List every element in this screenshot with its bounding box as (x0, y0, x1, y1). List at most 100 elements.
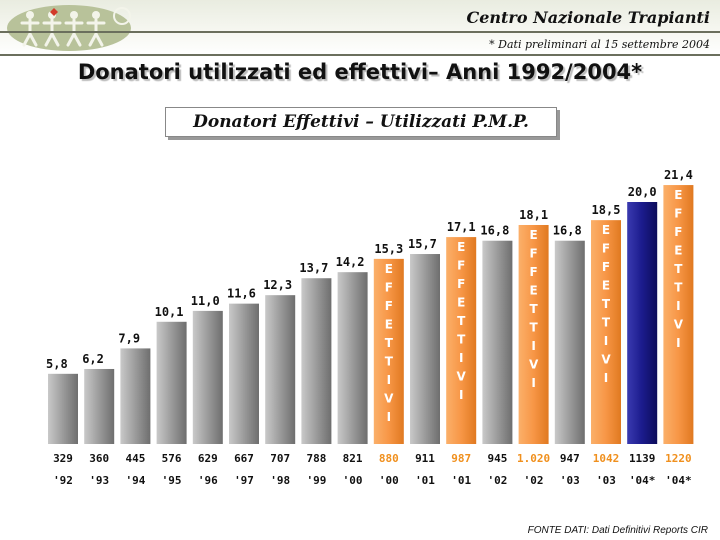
year-label: '95 (162, 474, 182, 487)
bar-02-12 (482, 240, 513, 444)
bar-inner-letter: V (384, 391, 394, 405)
year-label: '01 (415, 474, 435, 487)
bar-inner-letter: I (459, 351, 463, 365)
bar-inner-letter: I (604, 334, 608, 348)
header-rule-upper (0, 31, 720, 33)
year-label: '01 (451, 474, 471, 487)
year-label: '97 (234, 474, 254, 487)
value-label: 20,0 (628, 185, 657, 199)
year-label: '93 (89, 474, 109, 487)
header-subtitle: * Dati preliminari al 15 settembre 2004 (489, 38, 710, 51)
count-label: 788 (306, 452, 326, 465)
header-title: Centro Nazionale Trapianti (466, 8, 710, 27)
bar-96-4 (192, 310, 223, 444)
count-label: 707 (270, 452, 290, 465)
bar-inner-letter: F (457, 277, 465, 291)
bar-01-11 (446, 237, 477, 444)
value-label: 11,6 (227, 287, 256, 301)
source-footer: FONTE DATI: Dati Definitivi Reports CIR (527, 525, 708, 536)
bar-inner-letter: V (674, 318, 684, 332)
year-label: '94 (125, 474, 145, 487)
year-label: '04* (629, 474, 656, 487)
page-title: Donatori utilizzati ed effettivi– Anni 1… (77, 60, 643, 84)
count-label: 445 (125, 452, 145, 465)
bar-92-0 (48, 373, 78, 444)
bar-chart: 5,8 329 '92 6,2 360 '93 7,9 445 '94 10,1 576 '95 11,… (46, 168, 694, 487)
bar-inner-letter: E (674, 244, 682, 258)
count-label: 987 (451, 452, 471, 465)
bar-inner-letter: I (387, 373, 391, 387)
bar-03-15 (591, 220, 621, 444)
value-label: 17,1 (447, 220, 476, 234)
year-label: '00 (379, 474, 399, 487)
bar-inner-letter: E (457, 296, 465, 310)
bar-inner-letter: E (529, 228, 537, 242)
bar-02-13 (518, 224, 549, 444)
bar-inner-letter: I (531, 339, 535, 353)
bar-inner-letter: V (529, 357, 539, 371)
bar-inner-letter: F (385, 299, 393, 313)
bar-inner-letter: I (604, 371, 608, 385)
bar-inner-letter: I (676, 299, 680, 313)
bar-inner-letter: E (602, 223, 610, 237)
bar-inner-letter: I (676, 336, 680, 350)
bar-inner-letter: T (457, 314, 466, 328)
year-label: '02 (487, 474, 507, 487)
value-label: 11,0 (191, 294, 220, 308)
bar-inner-letter: T (385, 336, 394, 350)
value-label: 7,9 (118, 331, 140, 345)
bar-00-8 (337, 272, 368, 444)
count-label: 1.020 (517, 452, 550, 465)
bar-03-14 (554, 240, 585, 444)
count-label: 911 (415, 452, 435, 465)
value-label: 21,4 (664, 168, 693, 182)
year-label: '99 (306, 474, 326, 487)
count-label: 1220 (665, 452, 692, 465)
count-label: 945 (487, 452, 507, 465)
bar-98-6 (265, 295, 296, 444)
bar-inner-letter: F (674, 225, 682, 239)
bar-99-7 (301, 278, 332, 444)
bar-inner-letter: F (602, 260, 610, 274)
bar-inner-letter: F (385, 280, 393, 294)
count-label: 329 (53, 452, 73, 465)
count-label: 1139 (629, 452, 656, 465)
count-label: 880 (379, 452, 399, 465)
bar-95-3 (156, 321, 187, 444)
count-label: 360 (89, 452, 109, 465)
bar-94-2 (120, 348, 151, 444)
year-label: '02 (524, 474, 544, 487)
year-label: '00 (343, 474, 363, 487)
count-label: 667 (234, 452, 254, 465)
bar-inner-letter: F (457, 259, 465, 273)
bar-inner-letter: T (674, 281, 683, 295)
value-label: 16,8 (480, 224, 509, 238)
count-label: 1042 (593, 452, 620, 465)
bar-inner-letter: I (387, 410, 391, 424)
value-label: 10,1 (155, 305, 184, 319)
bar-01-10 (410, 254, 440, 444)
bar-97-5 (229, 303, 259, 444)
bar-00-9 (373, 258, 404, 444)
bar-inner-letter: F (529, 246, 537, 260)
bar-inner-letter: F (674, 207, 682, 221)
bar-inner-letter: E (385, 262, 393, 276)
bar-inner-letter: E (602, 279, 610, 293)
value-label: 13,7 (299, 261, 328, 275)
bar-inner-letter: T (674, 262, 683, 276)
bar-inner-letter: I (459, 388, 463, 402)
value-label: 14,2 (336, 255, 365, 269)
year-label: '98 (270, 474, 290, 487)
count-label: 821 (343, 452, 363, 465)
count-label: 629 (198, 452, 218, 465)
year-label: '92 (53, 474, 73, 487)
bar-93-1 (84, 368, 115, 444)
count-label: 576 (162, 452, 182, 465)
year-label: '96 (198, 474, 218, 487)
bar-inner-letter: T (602, 316, 611, 330)
chart-title: Donatori Effettivi – Utilizzati P.M.P. (165, 107, 557, 137)
value-label: 18,1 (519, 208, 548, 222)
value-label: 6,2 (82, 352, 104, 366)
bar-inner-letter: I (531, 376, 535, 390)
value-label: 18,5 (592, 203, 621, 217)
